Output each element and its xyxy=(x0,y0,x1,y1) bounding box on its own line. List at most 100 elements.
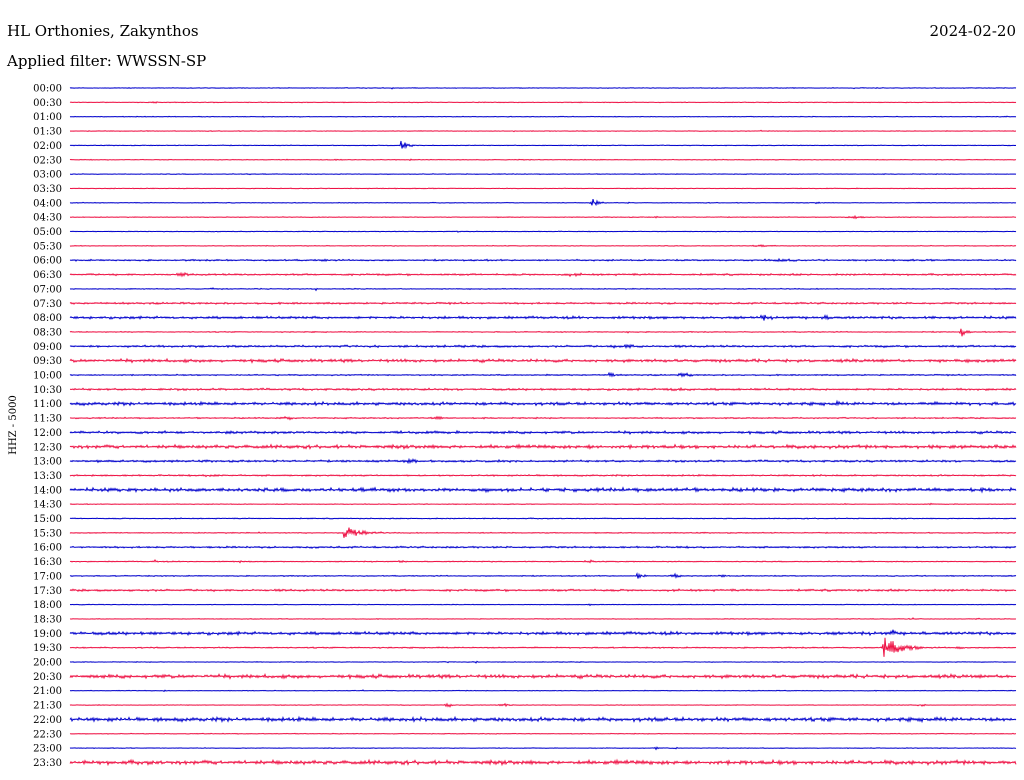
row-time-label: 00:30 xyxy=(33,98,62,109)
row-time-label: 17:00 xyxy=(33,571,62,582)
trace-line xyxy=(69,629,1017,637)
row-time-label: 11:00 xyxy=(33,399,62,410)
trace-line xyxy=(69,443,1017,451)
trace-line xyxy=(69,86,1017,90)
trace-line xyxy=(69,214,1017,220)
trace-line xyxy=(69,244,1017,248)
date-label: 2024-02-20 xyxy=(930,22,1016,40)
trace-line xyxy=(69,660,1017,664)
trace-line xyxy=(69,603,1017,607)
trace-line xyxy=(69,301,1017,306)
trace-line xyxy=(69,230,1017,233)
trace-line xyxy=(69,158,1017,162)
trace-line xyxy=(69,473,1017,478)
row-time-label: 04:30 xyxy=(33,213,62,224)
trace-line xyxy=(69,328,1017,337)
trace-line xyxy=(69,115,1017,118)
trace-line xyxy=(69,572,1017,579)
row-time-label: 12:30 xyxy=(33,442,62,453)
trace-line xyxy=(69,271,1017,278)
row-time-label: 07:00 xyxy=(33,284,62,295)
row-time-label: 14:00 xyxy=(33,485,62,496)
trace-line xyxy=(69,502,1017,506)
row-time-label: 16:00 xyxy=(33,543,62,554)
trace-line xyxy=(69,746,1017,751)
row-time-label: 00:00 xyxy=(33,84,62,95)
trace-line xyxy=(69,173,1017,176)
row-time-label: 01:30 xyxy=(33,127,62,138)
row-time-label: 20:00 xyxy=(33,658,62,669)
trace-line xyxy=(69,517,1017,520)
trace-line xyxy=(69,527,1017,538)
trace-line xyxy=(69,343,1017,350)
row-time-label: 21:30 xyxy=(33,701,62,712)
row-time-label: 12:00 xyxy=(33,428,62,439)
trace-line xyxy=(69,140,1017,150)
row-time-label: 18:30 xyxy=(33,614,62,625)
row-time-label: 08:30 xyxy=(33,327,62,338)
trace-line xyxy=(69,429,1017,436)
row-time-label: 02:00 xyxy=(33,141,62,152)
row-time-label: 01:00 xyxy=(33,112,62,123)
trace-line xyxy=(69,559,1017,564)
row-time-label: 10:00 xyxy=(33,371,62,382)
row-time-label: 07:30 xyxy=(33,299,62,310)
trace-line xyxy=(69,371,1017,378)
row-time-label: 05:00 xyxy=(33,227,62,238)
row-time-label: 04:00 xyxy=(33,198,62,209)
trace-line xyxy=(69,715,1017,724)
trace-line xyxy=(69,617,1017,621)
trace-line xyxy=(69,415,1017,421)
row-time-label: 06:00 xyxy=(33,256,62,267)
row-time-label: 09:30 xyxy=(33,356,62,367)
trace-line xyxy=(69,198,1017,207)
row-time-label: 06:30 xyxy=(33,270,62,281)
row-time-label: 21:00 xyxy=(33,686,62,697)
row-time-label: 14:30 xyxy=(33,500,62,511)
row-time-label: 02:30 xyxy=(33,155,62,166)
row-time-label: 22:30 xyxy=(33,729,62,740)
row-time-label: 15:30 xyxy=(33,528,62,539)
trace-line xyxy=(69,588,1017,593)
row-time-label: 03:30 xyxy=(33,184,62,195)
trace-line xyxy=(69,287,1017,292)
row-time-label: 10:30 xyxy=(33,385,62,396)
trace-line xyxy=(69,486,1017,494)
trace-line xyxy=(69,101,1017,104)
trace-line xyxy=(69,673,1017,681)
trace-line xyxy=(69,702,1017,708)
filter-label: Applied filter: WWSSN-SP xyxy=(6,52,206,70)
trace-line xyxy=(69,637,1017,657)
trace-line xyxy=(69,399,1017,407)
row-time-label: 18:00 xyxy=(33,600,62,611)
row-time-label: 23:30 xyxy=(33,758,62,769)
trace-line xyxy=(69,457,1017,465)
y-axis-label: HHZ - 5000 xyxy=(8,395,19,455)
trace-line xyxy=(69,758,1017,767)
trace-line xyxy=(69,732,1017,735)
trace-line xyxy=(69,386,1017,392)
row-time-label: 13:00 xyxy=(33,457,62,468)
trace-rows: 00:00 00:30 01:00 01:30 02:00 02:30 03:00 03:30… xyxy=(33,84,1017,769)
row-time-label: 23:00 xyxy=(33,744,62,755)
row-time-label: 08:00 xyxy=(33,313,62,324)
row-time-label: 19:00 xyxy=(33,629,62,640)
row-time-label: 17:30 xyxy=(33,586,62,597)
row-time-label: 19:30 xyxy=(33,643,62,654)
row-time-label: 09:00 xyxy=(33,342,62,353)
trace-line xyxy=(69,257,1017,263)
row-time-label: 15:00 xyxy=(33,514,62,525)
row-time-label: 16:30 xyxy=(33,557,62,568)
trace-line xyxy=(69,129,1017,133)
station-title: HL Orthonies, Zakynthos xyxy=(7,22,199,40)
trace-line xyxy=(69,187,1017,190)
row-time-label: 05:30 xyxy=(33,241,62,252)
trace-line xyxy=(69,545,1017,549)
trace-line xyxy=(69,357,1017,364)
trace-line xyxy=(69,689,1017,693)
row-time-label: 13:30 xyxy=(33,471,62,482)
row-time-label: 11:30 xyxy=(33,414,62,425)
row-time-label: 22:00 xyxy=(33,715,62,726)
row-time-label: 03:00 xyxy=(33,170,62,181)
